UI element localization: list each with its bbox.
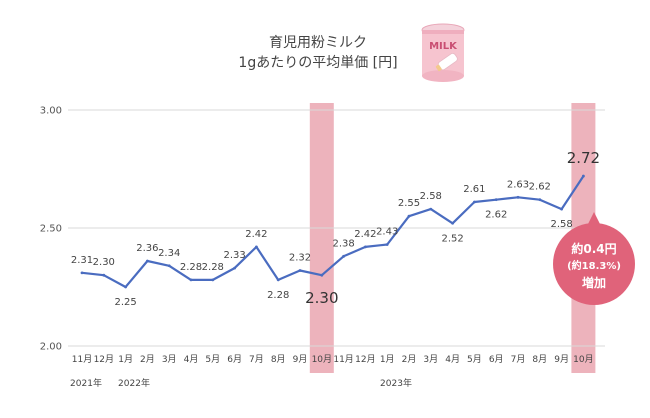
data-label: 2.42 bbox=[354, 229, 376, 240]
x-tick-label: 3月 bbox=[423, 354, 438, 365]
data-label: 2.32 bbox=[289, 252, 311, 263]
x-tick-label: 4月 bbox=[184, 354, 199, 365]
x-tick-label: 2月 bbox=[140, 354, 155, 365]
data-label: 2.28 bbox=[180, 262, 202, 273]
data-label: 2.58 bbox=[420, 191, 442, 202]
data-label: 2.36 bbox=[136, 243, 158, 254]
data-label: 2.34 bbox=[158, 248, 180, 259]
data-label: 2.42 bbox=[245, 229, 267, 240]
data-label: 2.62 bbox=[485, 210, 507, 221]
milk-can-label: MILK bbox=[429, 41, 458, 52]
data-point bbox=[211, 278, 215, 282]
data-label: 2.43 bbox=[376, 227, 398, 238]
year-label-2022: 2022年 bbox=[118, 377, 150, 389]
x-tick-label: 9月 bbox=[554, 354, 569, 365]
data-point bbox=[451, 221, 454, 225]
data-point bbox=[102, 273, 106, 277]
x-tick-label: 5月 bbox=[205, 354, 220, 365]
data-label: 2.31 bbox=[71, 255, 93, 266]
data-label: 2.28 bbox=[267, 290, 289, 301]
y-tick-label: 2.00 bbox=[40, 342, 62, 353]
year-label-2021: 2021年 bbox=[70, 377, 102, 389]
data-point bbox=[494, 198, 498, 202]
data-point bbox=[473, 200, 476, 204]
data-point bbox=[320, 273, 324, 277]
data-point bbox=[124, 285, 127, 289]
x-tick-label: 11月 bbox=[333, 354, 353, 365]
x-tick-label: 4月 bbox=[445, 354, 460, 365]
data-label: 2.28 bbox=[202, 262, 224, 273]
x-tick-label: 2月 bbox=[402, 354, 417, 365]
callout-amount: 約0.4円 bbox=[571, 241, 616, 256]
data-point bbox=[342, 254, 345, 258]
year-label-2023: 2023年 bbox=[380, 377, 412, 389]
data-point bbox=[538, 198, 542, 202]
data-point bbox=[80, 271, 84, 275]
data-point bbox=[385, 243, 389, 246]
x-tick-label: 9月 bbox=[293, 354, 308, 365]
y-tick-label: 2.50 bbox=[40, 224, 62, 235]
series-line bbox=[81, 175, 585, 289]
data-point bbox=[407, 214, 411, 218]
data-point bbox=[582, 174, 585, 178]
x-tick-label: 8月 bbox=[271, 354, 286, 365]
x-tick-label: 6月 bbox=[489, 354, 504, 365]
increase-callout: 約0.4円 (約18.3%) 増加 bbox=[553, 212, 635, 305]
data-point bbox=[364, 245, 367, 249]
highlight-band-11 bbox=[309, 103, 334, 373]
data-point bbox=[255, 245, 258, 249]
chart-title-line2: 1gあたりの平均単価 [円] bbox=[238, 55, 397, 71]
x-tick-label: 6月 bbox=[227, 354, 242, 365]
data-point bbox=[429, 207, 433, 211]
x-tick-label: 10月 bbox=[312, 354, 332, 365]
callout-increase: 増加 bbox=[582, 275, 606, 290]
data-label: 2.33 bbox=[223, 250, 245, 261]
data-point bbox=[189, 278, 193, 282]
chart-title-line1: 育児用粉ミルク bbox=[269, 35, 367, 51]
milk-can-icon: MILK bbox=[421, 23, 465, 82]
callout-percent: (約18.3%) bbox=[567, 259, 621, 272]
data-point bbox=[560, 207, 563, 211]
data-label: 2.58 bbox=[550, 219, 572, 230]
data-label: 2.25 bbox=[114, 297, 136, 308]
data-label: 2.72 bbox=[567, 149, 600, 167]
data-point bbox=[298, 269, 302, 272]
x-tick-label: 12月 bbox=[355, 354, 375, 365]
data-label: 2.30 bbox=[93, 257, 115, 268]
x-tick-label: 11月 bbox=[72, 354, 92, 365]
x-tick-label: 1月 bbox=[380, 354, 395, 365]
data-label: 2.63 bbox=[507, 179, 529, 190]
data-point bbox=[167, 264, 171, 268]
x-tick-label: 3月 bbox=[162, 354, 177, 365]
x-tick-label: 8月 bbox=[532, 354, 547, 365]
x-tick-label: 7月 bbox=[249, 354, 264, 365]
x-tick-label: 7月 bbox=[511, 354, 526, 365]
data-label: 2.62 bbox=[529, 182, 551, 193]
data-point bbox=[516, 195, 520, 199]
data-label: 2.52 bbox=[441, 233, 463, 244]
x-tick-label: 1月 bbox=[118, 354, 133, 365]
x-tick-label: 12月 bbox=[94, 354, 114, 365]
data-point bbox=[233, 266, 237, 270]
x-tick-label: 10月 bbox=[573, 354, 593, 365]
y-tick-label: 3.00 bbox=[40, 106, 62, 117]
data-label: 2.55 bbox=[398, 198, 420, 209]
data-point bbox=[276, 278, 280, 282]
data-point bbox=[146, 259, 149, 263]
data-label: 2.30 bbox=[305, 289, 338, 307]
data-label: 2.61 bbox=[463, 184, 485, 195]
data-label: 2.38 bbox=[332, 238, 354, 249]
x-tick-label: 5月 bbox=[467, 354, 482, 365]
